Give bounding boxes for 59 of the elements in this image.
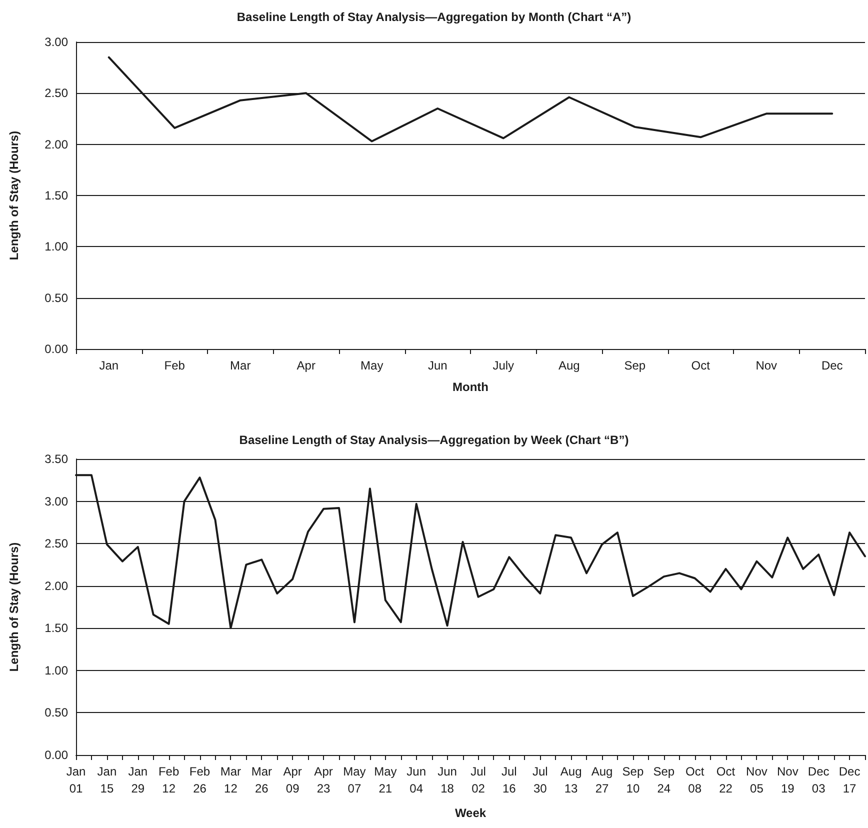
x-tick-label: Jul 30	[532, 764, 548, 796]
x-tick-label: Aug	[558, 358, 580, 372]
x-tick-label: Jan 15	[97, 764, 117, 796]
y-tick-label: 0.50	[44, 290, 68, 305]
x-tick-label: Nov 19	[776, 764, 798, 796]
x-tick-label: Jan 01	[66, 764, 86, 796]
x-tick-label: Apr	[296, 358, 316, 372]
x-tick-label: Mar	[230, 358, 251, 372]
x-tick-label: Dec 17	[838, 764, 860, 796]
x-tick-label: May 07	[343, 764, 366, 796]
x-tick-label: Mar 26	[251, 764, 272, 796]
y-axis-title: Length of Stay (Hours)	[7, 542, 21, 672]
y-tick-label: 0.00	[44, 342, 68, 356]
x-tick-label: May 21	[374, 764, 397, 796]
y-axis-title: Length of Stay (Hours)	[7, 130, 21, 260]
y-tick-label: 1.00	[44, 663, 68, 678]
chart-title: Baseline Length of Stay Analysis—Aggregation by Week (Chart “B”)	[239, 433, 629, 447]
x-tick-label: Jun 04	[406, 764, 426, 796]
x-tick-label: July	[492, 358, 514, 372]
x-tick-label: Feb 26	[189, 764, 210, 796]
x-tick-label: Oct	[691, 358, 711, 372]
y-tick-label: 1.50	[44, 188, 68, 202]
x-tick-label: Mar 12	[220, 764, 242, 796]
x-tick-label: Nov 05	[746, 764, 768, 796]
x-axis-title: Week	[454, 806, 486, 820]
x-tick-label: Jan	[99, 358, 119, 372]
x-tick-label: Nov	[756, 358, 778, 372]
y-tick-label: 3.00	[44, 494, 68, 508]
x-tick-label: Aug 13	[560, 764, 582, 796]
x-tick-label: May	[360, 358, 384, 372]
x-tick-label: Oct 22	[716, 764, 736, 796]
x-tick-label: Feb	[164, 358, 186, 372]
y-tick-label: 0.00	[44, 748, 68, 762]
y-tick-label: 2.50	[44, 536, 68, 551]
y-tick-label: 3.50	[44, 452, 68, 466]
x-tick-label: Jul 16	[502, 764, 517, 796]
y-tick-label: 3.00	[44, 35, 68, 49]
y-tick-label: 2.00	[44, 578, 68, 593]
y-tick-label: 1.00	[44, 240, 68, 254]
x-tick-label: Jul 02	[470, 764, 486, 796]
y-tick-label: 1.50	[44, 621, 68, 636]
chart-title: Baseline Length of Stay Analysis—Aggregation by Month (Chart “A”)	[236, 10, 632, 24]
y-tick-label: 0.50	[44, 706, 68, 720]
x-tick-label: Feb 12	[158, 764, 180, 796]
x-tick-label: Apr 23	[314, 764, 333, 796]
x-tick-label: Dec 03	[808, 764, 830, 796]
y-tick-label: 2.00	[44, 137, 68, 152]
x-tick-label: Sep	[624, 358, 646, 372]
x-tick-label: Sep 24	[653, 764, 675, 796]
x-axis-title: Month	[452, 380, 488, 394]
x-tick-label: Sep 10	[622, 764, 644, 796]
x-tick-label: Jun 18	[438, 764, 457, 796]
x-tick-label: Dec	[821, 358, 843, 372]
x-tick-label: Oct 08	[685, 764, 705, 796]
x-tick-label: Apr 09	[283, 764, 302, 796]
y-tick-label: 2.50	[44, 86, 68, 100]
x-tick-label: Aug 27	[591, 764, 613, 796]
x-tick-label: Jan 29	[128, 764, 148, 796]
x-tick-label: Jun	[428, 358, 448, 372]
